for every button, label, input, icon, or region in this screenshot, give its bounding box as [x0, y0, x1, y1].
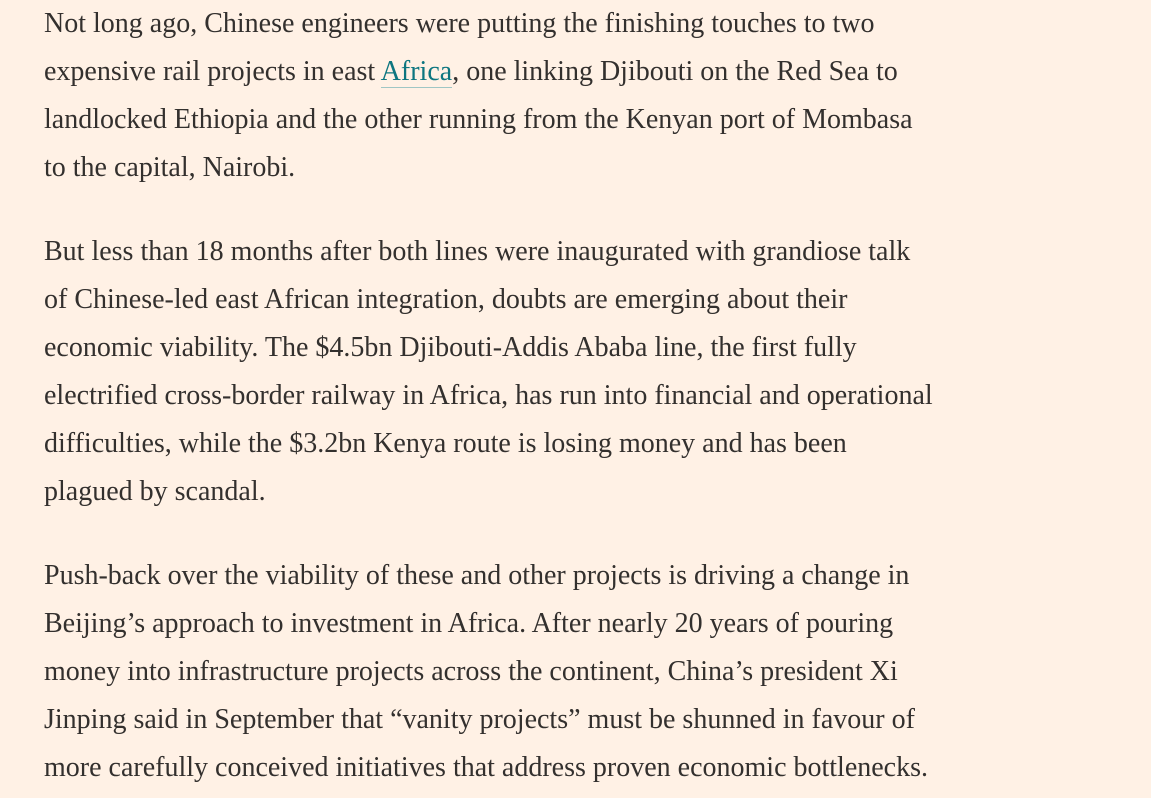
- text-line: difficulties, while the $3.2bn Kenya rou…: [44, 428, 847, 459]
- text-line: money into infrastructure projects acros…: [44, 656, 898, 687]
- text-line: of Chinese-led east African integration,…: [44, 284, 848, 315]
- paragraph: Not long ago, Chinese engineers were put…: [44, 0, 1151, 192]
- text-line: plagued by scandal.: [44, 476, 266, 507]
- text: , one linking Djibouti on the Red Sea to: [452, 56, 898, 87]
- text-line: to the capital, Nairobi.: [44, 152, 296, 183]
- text-line: Push-back over the viability of these an…: [44, 560, 910, 591]
- text-line: expensive rail projects in east Africa, …: [44, 48, 1151, 96]
- link[interactable]: Africa: [380, 56, 453, 88]
- text-line: Not long ago, Chinese engineers were put…: [44, 8, 875, 39]
- text: expensive rail projects in east: [44, 56, 381, 87]
- text-line: But less than 18 months after both lines…: [44, 236, 911, 267]
- text-line: landlocked Ethiopia and the other runnin…: [44, 104, 913, 135]
- text-line: electrified cross-border railway in Afri…: [44, 380, 933, 411]
- paragraph: Push-back over the viability of these an…: [44, 552, 1151, 792]
- text-line: Beijing’s approach to investment in Afri…: [44, 608, 894, 639]
- text-line: Jinping said in September that “vanity p…: [44, 704, 915, 735]
- text-line: economic viability. The $4.5bn Djibouti-…: [44, 332, 857, 363]
- paragraph: But less than 18 months after both lines…: [44, 228, 1151, 516]
- text-line: more carefully conceived initiatives tha…: [44, 752, 929, 783]
